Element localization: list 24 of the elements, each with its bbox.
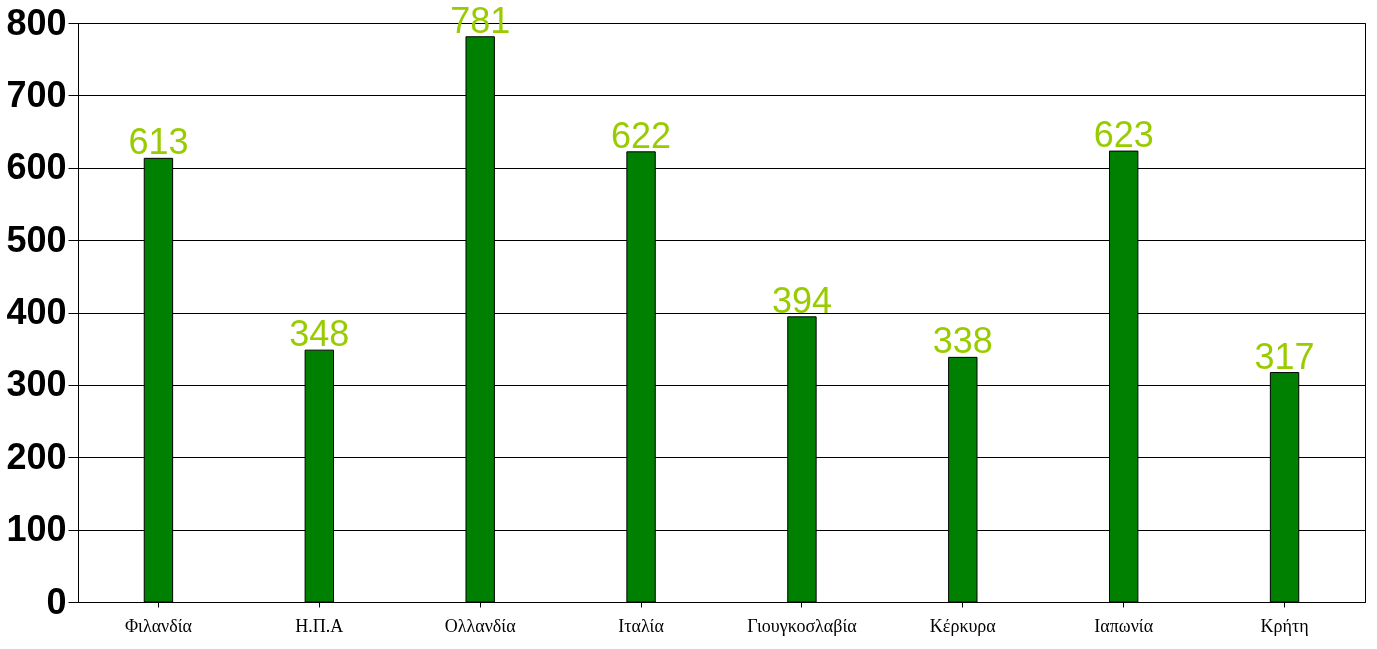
y-tick-label: 0 xyxy=(46,580,67,622)
data-label: 394 xyxy=(771,279,832,321)
data-label: 348 xyxy=(289,313,350,355)
y-tick-label: 800 xyxy=(6,1,67,43)
y-tick-label: 300 xyxy=(6,363,67,405)
x-tick-label: Ολλανδία xyxy=(444,615,517,636)
data-label: 613 xyxy=(128,121,189,163)
y-tick-label: 400 xyxy=(6,291,67,332)
x-tick-label: Κρήτη xyxy=(1260,615,1309,636)
y-tick-label: 100 xyxy=(6,508,67,550)
x-tick-label: Γιουγκοσλαβία xyxy=(747,615,858,636)
data-label: 622 xyxy=(611,114,672,156)
x-tick-label: Ιαπωνία xyxy=(1094,615,1154,636)
x-tick-label: Ιταλία xyxy=(618,615,665,636)
x-tick-label: Κέρκυρα xyxy=(929,615,997,636)
y-tick-label: 700 xyxy=(6,73,67,115)
y-tick-label: 500 xyxy=(6,218,67,260)
x-tick-label: Η.Π.Α xyxy=(295,615,344,636)
data-label: 317 xyxy=(1254,335,1315,377)
y-tick-label: 600 xyxy=(6,146,67,188)
y-tick-label: 200 xyxy=(6,435,67,477)
x-tick-label: Φιλανδία xyxy=(124,615,193,636)
data-label: 338 xyxy=(932,320,993,362)
data-label: 623 xyxy=(1093,114,1154,156)
